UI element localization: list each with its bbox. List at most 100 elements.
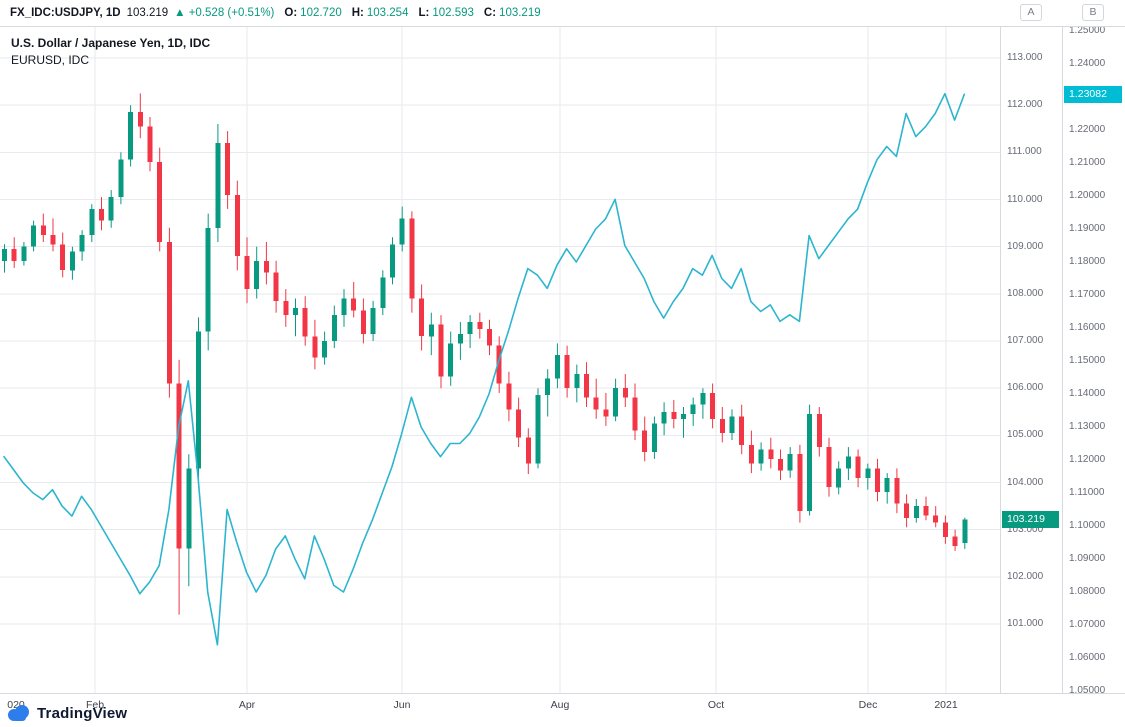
price-label-a: 109.000 — [1007, 240, 1044, 252]
price-label-b: 1.17000 — [1069, 289, 1106, 300]
price-label-b: 1.09000 — [1069, 553, 1106, 564]
price-axis-usdjpy[interactable]: 103.219 113.000 112.000 111.000 110.000 109.… — [1000, 27, 1062, 727]
candle-body — [768, 449, 774, 459]
candle-body — [331, 315, 337, 341]
candle-body — [263, 260, 269, 273]
candle-body — [865, 468, 871, 478]
candle-body — [128, 112, 134, 160]
tradingview-logo-text: TradingView — [37, 704, 128, 722]
candle-body — [2, 249, 7, 261]
candle-body — [225, 142, 231, 195]
candle-body — [360, 310, 366, 334]
price-chart[interactable] — [0, 27, 1000, 693]
candle-body — [554, 355, 560, 379]
price-label-b: 1.16000 — [1069, 322, 1106, 333]
candle-body — [719, 418, 725, 433]
candle-body — [89, 208, 95, 235]
candle-body — [351, 298, 357, 311]
candle-body — [477, 322, 483, 330]
price-label-a: 110.000 — [1007, 193, 1043, 205]
candle-body — [942, 522, 948, 537]
candle-body — [836, 468, 842, 488]
time-label: Aug — [550, 699, 570, 711]
price-label-b: 1.22000 — [1069, 124, 1106, 135]
candle-body — [845, 456, 851, 469]
scale-b-button[interactable]: B — [1082, 4, 1104, 21]
price-label-b: 1.15000 — [1069, 355, 1106, 366]
time-axis[interactable]: 020 Feb Apr Jun Aug Oct Dec 2021 — [0, 693, 1125, 727]
chart-legend-overlay[interactable]: EURUSD, IDC — [11, 53, 90, 67]
symbol-info-bar: FX_IDC:USDJPY, 1D 103.219 ▲ +0.528 (+0.5… — [0, 0, 1125, 27]
scale-a-button[interactable]: A — [1020, 4, 1042, 21]
candle-body — [962, 519, 968, 543]
candle-body — [758, 449, 764, 464]
candle-body — [108, 197, 114, 221]
candle-body — [487, 329, 492, 346]
price-axis-eurusd[interactable]: 1.23082 1.250001.240001.230001.220001.21… — [1062, 25, 1125, 727]
eurusd-line — [3, 92, 966, 646]
candle-body — [622, 388, 628, 398]
candle-body — [933, 515, 939, 523]
time-label: Oct — [707, 699, 725, 711]
tradingview-logo[interactable]: TradingView — [6, 704, 127, 722]
candle-body — [584, 374, 589, 398]
chart-legend: U.S. Dollar / Japanese Yen, 1D, IDC EURU… — [11, 35, 210, 69]
candle-body — [884, 477, 890, 492]
candle-body — [506, 383, 512, 410]
candle-body — [535, 395, 541, 464]
candle-body — [31, 225, 37, 247]
candle-body — [574, 374, 580, 389]
candle-body — [748, 444, 754, 464]
chart-legend-main[interactable]: U.S. Dollar / Japanese Yen, 1D, IDC — [11, 36, 211, 50]
candle-body — [50, 234, 56, 245]
price-label-b: 1.25000 — [1069, 25, 1106, 36]
candle-body — [739, 416, 745, 445]
candle-body — [205, 227, 211, 332]
candle-body — [525, 437, 531, 464]
time-label: Feb — [85, 699, 105, 711]
candle-body — [613, 388, 619, 417]
candle-body — [457, 333, 463, 344]
candle-body — [21, 246, 27, 261]
candle-body — [681, 414, 686, 419]
candle-body — [283, 300, 289, 315]
candle-body — [467, 322, 473, 334]
candle-body — [312, 336, 318, 358]
close-label: C: — [483, 7, 497, 19]
price-label-a: 103.000 — [1007, 523, 1044, 535]
candle-body — [176, 383, 182, 549]
high-value: 103.254 — [366, 7, 409, 19]
candle-body — [661, 411, 667, 424]
grid — [0, 27, 1000, 693]
candle-body — [341, 298, 347, 315]
price-label-a: 111.000 — [1007, 146, 1042, 158]
candle-body — [632, 397, 638, 431]
candle-body — [855, 456, 861, 478]
candle-body — [651, 423, 657, 452]
price-label-a: 102.000 — [1007, 570, 1044, 582]
price-label-b: 1.24000 — [1069, 58, 1106, 69]
candle-body — [448, 343, 454, 377]
candle-body — [322, 341, 328, 358]
candle-body — [913, 506, 919, 518]
price-label-b: 1.06000 — [1069, 652, 1106, 663]
price-label-a: 101.000 — [1007, 618, 1044, 629]
candle-body — [710, 392, 716, 419]
price-label-b: 1.19000 — [1069, 223, 1106, 234]
candle-body — [952, 536, 958, 547]
last-value-badge-eurusd: 1.23082 — [1064, 85, 1122, 103]
candlestick-series — [2, 93, 968, 615]
price-label-a: 108.000 — [1007, 287, 1044, 299]
candle-body — [496, 345, 502, 384]
candle-body — [293, 308, 298, 316]
candle-body — [797, 454, 803, 511]
price-label-b: 1.20000 — [1069, 190, 1106, 201]
candle-body — [11, 249, 17, 261]
candle-body — [516, 409, 522, 438]
price-label-b: 1.14000 — [1069, 388, 1106, 399]
candle-body — [690, 404, 696, 415]
price-label-a: 105.000 — [1007, 429, 1044, 441]
candle-body — [196, 331, 201, 469]
time-label: Jun — [393, 699, 411, 711]
cloud-icon — [8, 705, 29, 721]
